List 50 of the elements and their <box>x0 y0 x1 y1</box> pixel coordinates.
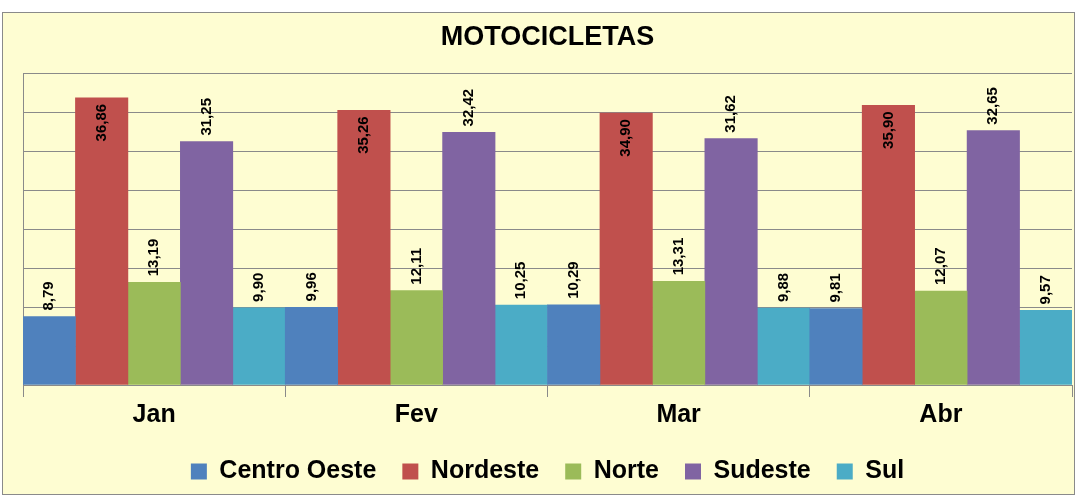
data-label: 35,90 <box>878 111 896 149</box>
bar <box>180 141 234 385</box>
bar <box>599 112 653 385</box>
data-label: 8,79 <box>39 281 57 311</box>
bar <box>966 130 1020 385</box>
x-tick-label: Mar <box>656 398 702 427</box>
data-label: 13,19 <box>144 238 162 277</box>
bar <box>337 110 391 385</box>
data-label: 34,90 <box>616 119 634 157</box>
legend-label: Sudeste <box>713 455 811 484</box>
data-label: 32,42 <box>458 88 476 127</box>
legend-label: Centro Oeste <box>219 455 377 484</box>
data-label: 9,81 <box>826 273 844 303</box>
data-label: 13,31 <box>668 237 686 276</box>
data-label: 9,90 <box>249 272 267 302</box>
data-label: 12,11 <box>406 247 424 285</box>
bar <box>389 290 443 385</box>
data-label: 31,25 <box>196 98 214 136</box>
data-label: 9,88 <box>773 272 791 303</box>
bar <box>914 290 968 385</box>
legend-label: Norte <box>593 455 660 484</box>
bar <box>232 307 286 385</box>
data-label: 12,07 <box>931 247 949 285</box>
data-label: 10,25 <box>511 261 529 300</box>
data-label: 31,62 <box>721 95 739 133</box>
bar <box>23 316 76 385</box>
bar <box>442 132 496 385</box>
data-label: 9,96 <box>301 272 319 302</box>
legend-label: Nordeste <box>430 455 540 484</box>
data-label: 9,57 <box>1035 275 1053 305</box>
bar <box>547 304 601 385</box>
bar <box>756 307 811 385</box>
data-label: 36,86 <box>91 103 109 142</box>
x-tick-label: Fev <box>394 398 438 427</box>
data-label: 35,26 <box>354 116 372 154</box>
bar <box>809 308 863 385</box>
x-tick-label: Abr <box>919 398 963 427</box>
bar <box>652 280 706 385</box>
bar <box>704 138 758 385</box>
bar <box>75 97 129 385</box>
bar <box>494 304 548 385</box>
chart-title: MOTOCICLETAS <box>440 20 655 51</box>
bar <box>861 105 915 385</box>
bar <box>1019 310 1072 385</box>
x-tick-label: Jan <box>132 398 176 427</box>
legend-label: Sul <box>865 455 905 484</box>
bar <box>127 281 181 385</box>
data-label: 32,65 <box>983 87 1001 125</box>
bar <box>284 307 339 385</box>
data-label: 10,29 <box>563 261 581 299</box>
